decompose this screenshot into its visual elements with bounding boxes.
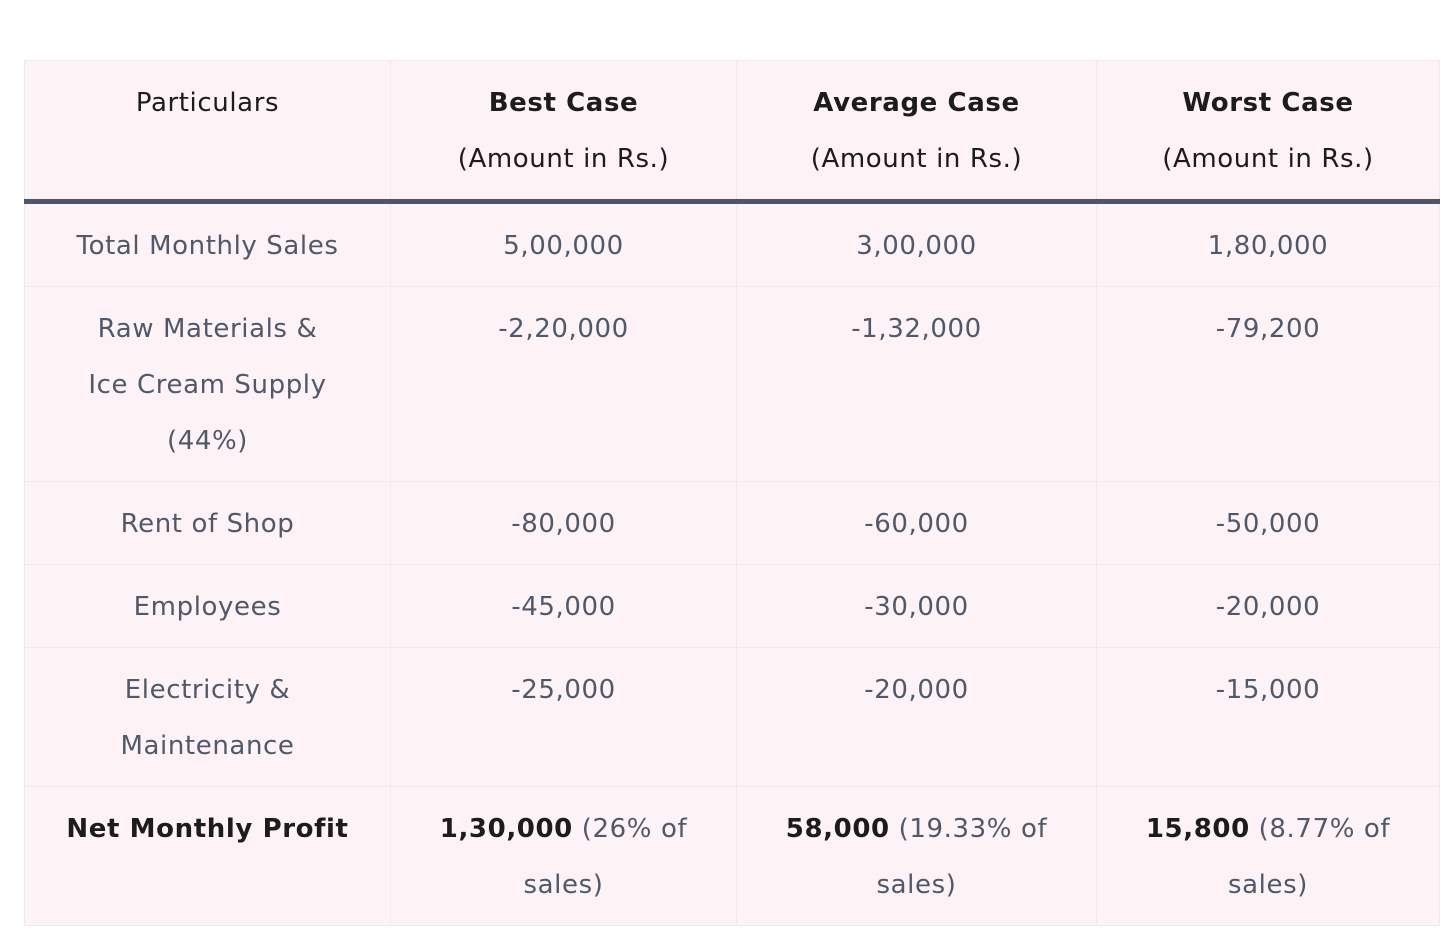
best-case-value: -25,000 — [390, 647, 737, 787]
table-row: Total Monthly Sales 5,00,000 3,00,000 1,… — [24, 201, 1440, 287]
profit-scenario-table-container: Particulars Best Case (Amount in Rs.) Av… — [24, 60, 1440, 926]
row-label: Electricity & Maintenance — [24, 647, 391, 787]
worst-case-net-note: (8.77% of sales) — [1228, 814, 1391, 900]
table-row: Electricity & Maintenance -25,000 -20,00… — [24, 647, 1440, 787]
worst-case-value: -79,200 — [1096, 286, 1440, 482]
table-header: Particulars Best Case (Amount in Rs.) Av… — [24, 60, 1440, 204]
header-average-case-title: Average Case — [813, 88, 1020, 118]
net-profit-row: Net Monthly Profit 1,30,000 (26% of sale… — [24, 786, 1440, 926]
header-best-case: Best Case (Amount in Rs.) — [390, 60, 737, 204]
best-case-value: -80,000 — [390, 481, 737, 565]
best-case-net-value: 1,30,000 — [439, 814, 573, 844]
header-particulars: Particulars — [24, 60, 391, 204]
row-label: Rent of Shop — [24, 481, 391, 565]
profit-scenario-table: Particulars Best Case (Amount in Rs.) Av… — [24, 60, 1440, 926]
header-row: Particulars Best Case (Amount in Rs.) Av… — [24, 60, 1440, 204]
best-case-net-note: (26% of sales) — [523, 814, 688, 900]
average-case-value: -1,32,000 — [736, 286, 1097, 482]
worst-case-net-value: 15,800 — [1145, 814, 1250, 844]
table-row: Employees -45,000 -30,000 -20,000 — [24, 564, 1440, 648]
header-average-case: Average Case (Amount in Rs.) — [736, 60, 1097, 204]
table-row: Rent of Shop -80,000 -60,000 -50,000 — [24, 481, 1440, 565]
row-label: Total Monthly Sales — [24, 201, 391, 287]
average-case-value: -60,000 — [736, 481, 1097, 565]
header-particulars-title: Particulars — [135, 88, 280, 118]
best-case-value: -2,20,000 — [390, 286, 737, 482]
header-best-case-unit: (Amount in Rs.) — [457, 144, 670, 174]
table-body: Total Monthly Sales 5,00,000 3,00,000 1,… — [24, 201, 1440, 926]
header-average-case-unit: (Amount in Rs.) — [810, 144, 1023, 174]
average-case-value: 3,00,000 — [736, 201, 1097, 287]
average-case-value: -30,000 — [736, 564, 1097, 648]
header-best-case-title: Best Case — [488, 88, 639, 118]
average-case-net-value: 58,000 — [785, 814, 890, 844]
net-profit-label: Net Monthly Profit — [24, 786, 391, 926]
average-case-net-note: (19.33% of sales) — [876, 814, 1048, 900]
best-case-value: 5,00,000 — [390, 201, 737, 287]
row-label: Raw Materials & Ice Cream Supply (44%) — [24, 286, 391, 482]
worst-case-value: -50,000 — [1096, 481, 1440, 565]
best-case-net: 1,30,000 (26% of sales) — [390, 786, 737, 926]
worst-case-value: 1,80,000 — [1096, 201, 1440, 287]
row-label: Employees — [24, 564, 391, 648]
worst-case-net: 15,800 (8.77% of sales) — [1096, 786, 1440, 926]
worst-case-value: -20,000 — [1096, 564, 1440, 648]
header-worst-case-title: Worst Case — [1182, 88, 1354, 118]
average-case-value: -20,000 — [736, 647, 1097, 787]
average-case-net: 58,000 (19.33% of sales) — [736, 786, 1097, 926]
best-case-value: -45,000 — [390, 564, 737, 648]
header-worst-case: Worst Case (Amount in Rs.) — [1096, 60, 1440, 204]
worst-case-value: -15,000 — [1096, 647, 1440, 787]
header-worst-case-unit: (Amount in Rs.) — [1162, 144, 1374, 174]
table-row: Raw Materials & Ice Cream Supply (44%) -… — [24, 286, 1440, 482]
